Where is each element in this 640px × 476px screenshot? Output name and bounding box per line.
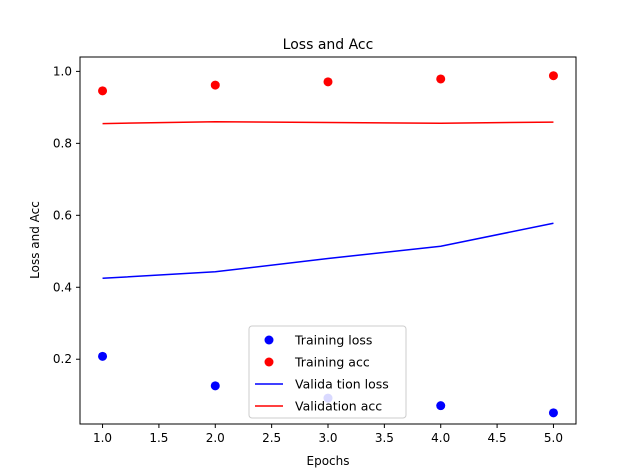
training-acc-point <box>436 74 446 84</box>
valida-tion-loss-line <box>102 222 554 280</box>
y-axis-label: Loss and Acc <box>28 201 42 279</box>
x-tick-label: 5.0 <box>544 431 563 445</box>
legend-box <box>248 325 407 419</box>
chart-marks <box>98 71 558 418</box>
y-tick-label: 0.8 <box>53 136 72 150</box>
legend-label: Training loss <box>294 333 372 348</box>
y-tick-label: 0.2 <box>53 352 72 366</box>
x-tick-label: 2.0 <box>206 431 225 445</box>
training-loss-legend-swatch <box>264 335 274 345</box>
legend-label: Valida tion loss <box>295 377 389 392</box>
y-tick-label: 1.0 <box>53 64 72 78</box>
x-tick-label: 1.0 <box>93 431 112 445</box>
legend-label: Training acc <box>294 355 370 370</box>
training-loss-point <box>210 381 220 391</box>
x-tick-label: 4.0 <box>431 431 450 445</box>
chart-title: Loss and Acc <box>283 37 374 53</box>
x-tick-label: 4.5 <box>488 431 507 445</box>
legend: Training loss Training acc Valida tion los… <box>248 325 407 419</box>
x-axis: 1.0 1.5 2.0 2.5 3.0 3.5 4.0 4.5 5.0 <box>93 424 563 445</box>
x-tick-label: 3.5 <box>375 431 394 445</box>
training-loss-point <box>436 401 446 411</box>
x-tick-label: 2.5 <box>262 431 281 445</box>
training-acc-point <box>323 77 333 87</box>
legend-label: Validation acc <box>295 399 382 414</box>
y-tick-label: 0.4 <box>53 280 72 294</box>
x-axis-label: Epochs <box>307 454 350 468</box>
training-loss-point <box>98 351 108 361</box>
training-loss-point <box>548 408 558 418</box>
y-tick-label: 0.6 <box>53 208 72 222</box>
y-axis: 0.2 0.4 0.6 0.8 1.0 <box>53 64 80 366</box>
x-tick-label: 1.5 <box>149 431 168 445</box>
training-acc-point <box>548 71 558 81</box>
x-tick-label: 3.0 <box>318 431 337 445</box>
validation-acc-line <box>102 121 554 125</box>
training-acc-legend-swatch <box>264 357 274 367</box>
training-acc-point <box>98 86 108 96</box>
training-acc-point <box>210 80 220 90</box>
